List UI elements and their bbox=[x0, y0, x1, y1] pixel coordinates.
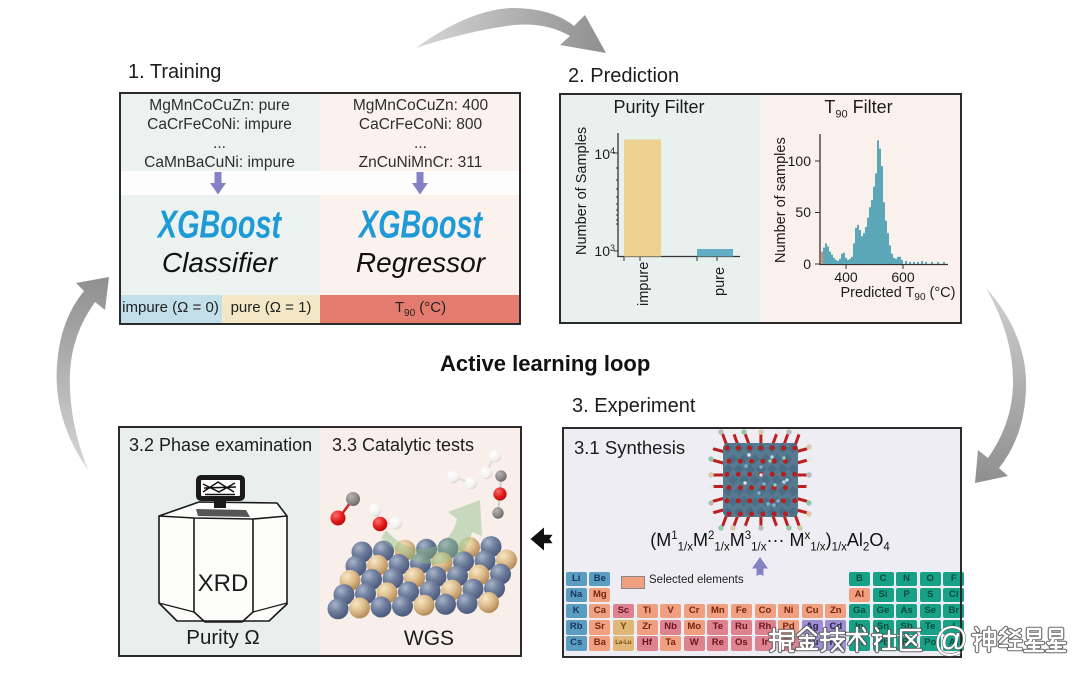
svg-text:@: @ bbox=[934, 621, 969, 659]
